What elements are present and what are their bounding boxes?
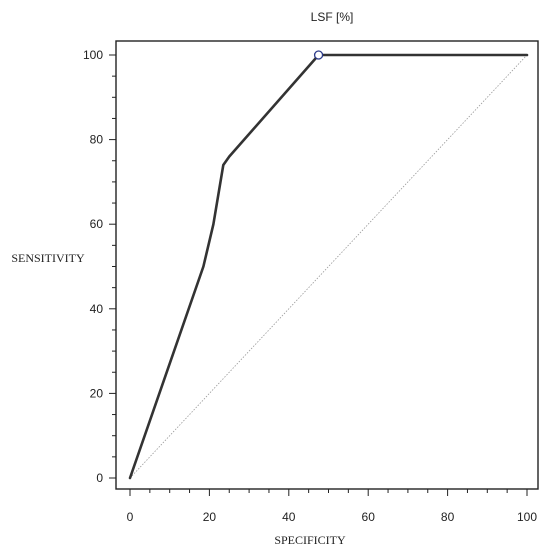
y-tick-label: 20 [90,386,104,400]
y-tick-label: 40 [90,302,104,316]
x-tick-label: 40 [282,510,296,524]
y-tick-label: 60 [90,217,104,231]
x-tick-label: 100 [517,510,537,524]
x-axis-label: SPECIFICITY [274,533,346,547]
y-axis-label: SENSITIVITY [11,251,85,265]
x-tick-label: 60 [362,510,376,524]
chart-title: LSF [%] [311,10,354,24]
reference-diagonal-line [129,54,528,479]
optimal-point-marker [313,50,324,60]
x-tick-label: 0 [127,510,134,524]
x-tick-label: 80 [441,510,455,524]
plot-frame [115,40,539,490]
x-tick-label: 20 [203,510,217,524]
y-axis-ticks: 0 20 40 60 80 100 [83,48,116,485]
y-tick-label: 80 [90,133,104,147]
x-axis-ticks: 0 20 40 60 80 100 [127,489,537,524]
y-tick-label: 0 [96,471,103,485]
y-tick-label: 100 [83,48,103,62]
